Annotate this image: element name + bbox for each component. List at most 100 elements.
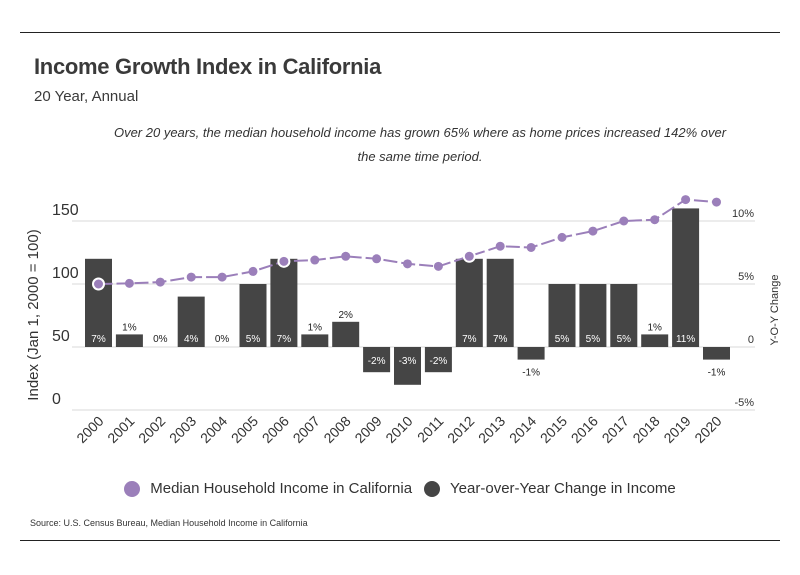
- bar-data-label: -2%: [368, 356, 386, 367]
- line-point: [155, 277, 165, 287]
- income-line: [98, 198, 717, 285]
- legend-line-marker-icon: [124, 480, 141, 497]
- x-tick-label: 2006: [259, 413, 292, 446]
- line-point: [248, 266, 258, 276]
- bar: [610, 284, 638, 347]
- bar-data-label: 7%: [462, 334, 477, 345]
- line-point: [186, 272, 196, 282]
- line-point: [92, 277, 105, 291]
- x-tick-label: 2015: [537, 413, 570, 446]
- line-point: [433, 261, 443, 271]
- chart-title: Income Growth Index in California: [34, 54, 382, 79]
- x-tick-label: 2018: [629, 413, 662, 446]
- y-axis-label: Index (Jan 1, 2000 = 100): [25, 229, 42, 400]
- bar-data-label: -1%: [708, 368, 726, 379]
- line-point: [557, 232, 567, 242]
- bar-data-label: 5%: [617, 334, 632, 345]
- bar: [424, 347, 452, 373]
- bar-data-label: 5%: [586, 334, 601, 345]
- x-tick-label: 2007: [290, 413, 323, 446]
- x-tick-label: 2001: [104, 413, 137, 446]
- bar-data-label: 0%: [215, 334, 230, 345]
- y-tick-label: 0: [52, 391, 61, 408]
- line-point: [495, 241, 505, 251]
- y2-tick-label: 10%: [732, 208, 754, 220]
- x-tick-label: 2013: [475, 413, 508, 446]
- bar: [363, 347, 391, 373]
- bar: [177, 296, 205, 347]
- bar-data-label: 7%: [493, 334, 508, 345]
- bar: [301, 334, 329, 347]
- bar-series: [85, 208, 730, 385]
- bar: [270, 258, 298, 347]
- y-axis-right: -5% 0 5% 10%: [732, 208, 754, 409]
- bar-data-label: -2%: [430, 356, 448, 367]
- x-tick-label: 2020: [691, 413, 724, 446]
- bar: [85, 258, 112, 347]
- x-tick-label: 2002: [135, 413, 168, 446]
- line-point: [124, 278, 134, 288]
- bar: [239, 284, 267, 347]
- x-tick-label: 2004: [197, 413, 230, 446]
- source-note: Source: U.S. Census Bureau, Median House…: [30, 518, 308, 528]
- line-point: [403, 259, 412, 269]
- bar-data-label: -1%: [522, 368, 540, 379]
- x-tick-label: 2003: [166, 413, 199, 446]
- line-point: [217, 272, 227, 282]
- top-rule: [20, 32, 780, 33]
- x-tick-label: 2008: [320, 413, 353, 446]
- chart-subtitle: 20 Year, Annual: [34, 88, 139, 105]
- bar-data-label: 0%: [153, 334, 168, 345]
- bar: [517, 347, 545, 360]
- bar: [548, 284, 576, 347]
- bar: [579, 284, 607, 347]
- y2-tick-label: 0: [748, 334, 754, 346]
- x-tick-label: 2014: [506, 413, 539, 446]
- line-point: [372, 254, 382, 264]
- y-axis-left: 0 50 100 150: [52, 202, 79, 408]
- chart-annotation: Over 20 years, the median household inco…: [113, 125, 727, 164]
- line-point: [462, 249, 476, 263]
- bar-data-label: -3%: [399, 356, 417, 367]
- x-tick-label: 2017: [599, 413, 632, 446]
- bar-data-label: 7%: [91, 334, 106, 345]
- x-tick-label: 2019: [660, 413, 693, 446]
- bottom-rule: [20, 540, 780, 541]
- x-tick-label: 2010: [382, 413, 415, 446]
- bar-data-label: 11%: [676, 334, 695, 345]
- legend-item-bar[interactable]: Year-over-Year Change in Income: [424, 480, 676, 497]
- bar-data-label: 4%: [184, 334, 199, 345]
- line-point: [650, 215, 660, 225]
- legend: Median Household Income in California Ye…: [0, 480, 800, 497]
- line-point: [619, 216, 629, 226]
- legend-bar-label: Year-over-Year Change in Income: [450, 480, 676, 497]
- bar-data-label: 1%: [122, 322, 137, 333]
- bar: [486, 258, 514, 347]
- legend-line-label: Median Household Income in California: [150, 480, 413, 497]
- bar: [115, 334, 143, 347]
- y-tick-label: 150: [52, 202, 79, 219]
- legend-item-line[interactable]: Median Household Income in California: [124, 480, 412, 497]
- y-tick-label: 100: [52, 265, 79, 282]
- line-point: [588, 226, 598, 236]
- y-tick-label: 50: [52, 328, 70, 345]
- bar-labels: 7% 1% 0% 4% 0% 5% 7% 1% 2% -2% -3% -2% 7% 7% -1% 5% 5% 5%…: [91, 310, 725, 379]
- x-tick-label: 2005: [228, 413, 261, 446]
- bar: [394, 347, 421, 385]
- bar-data-label: 7%: [277, 334, 292, 345]
- x-tick-label: 2000: [73, 413, 106, 446]
- line-point: [681, 195, 691, 205]
- x-tick-label: 2011: [414, 413, 447, 446]
- bar-data-label: 1%: [647, 322, 662, 333]
- bar-data-label: 1%: [308, 322, 323, 333]
- x-tick-label: 2009: [351, 413, 384, 446]
- chart-plot: 7% 1% 0% 4% 0% 5% 7% 1% 2% -2% -3% -2% 7% 7% -1% 5% 5% 5%…: [25, 195, 781, 446]
- line-point: [341, 251, 351, 261]
- y2-tick-label: -5%: [734, 397, 754, 409]
- x-tick-label: 2016: [568, 413, 601, 446]
- bar: [641, 334, 669, 347]
- bar-data-label: 5%: [555, 334, 570, 345]
- bar-data-label: 2%: [338, 310, 353, 321]
- bar: [332, 321, 360, 347]
- y2-tick-label: 5%: [738, 271, 754, 283]
